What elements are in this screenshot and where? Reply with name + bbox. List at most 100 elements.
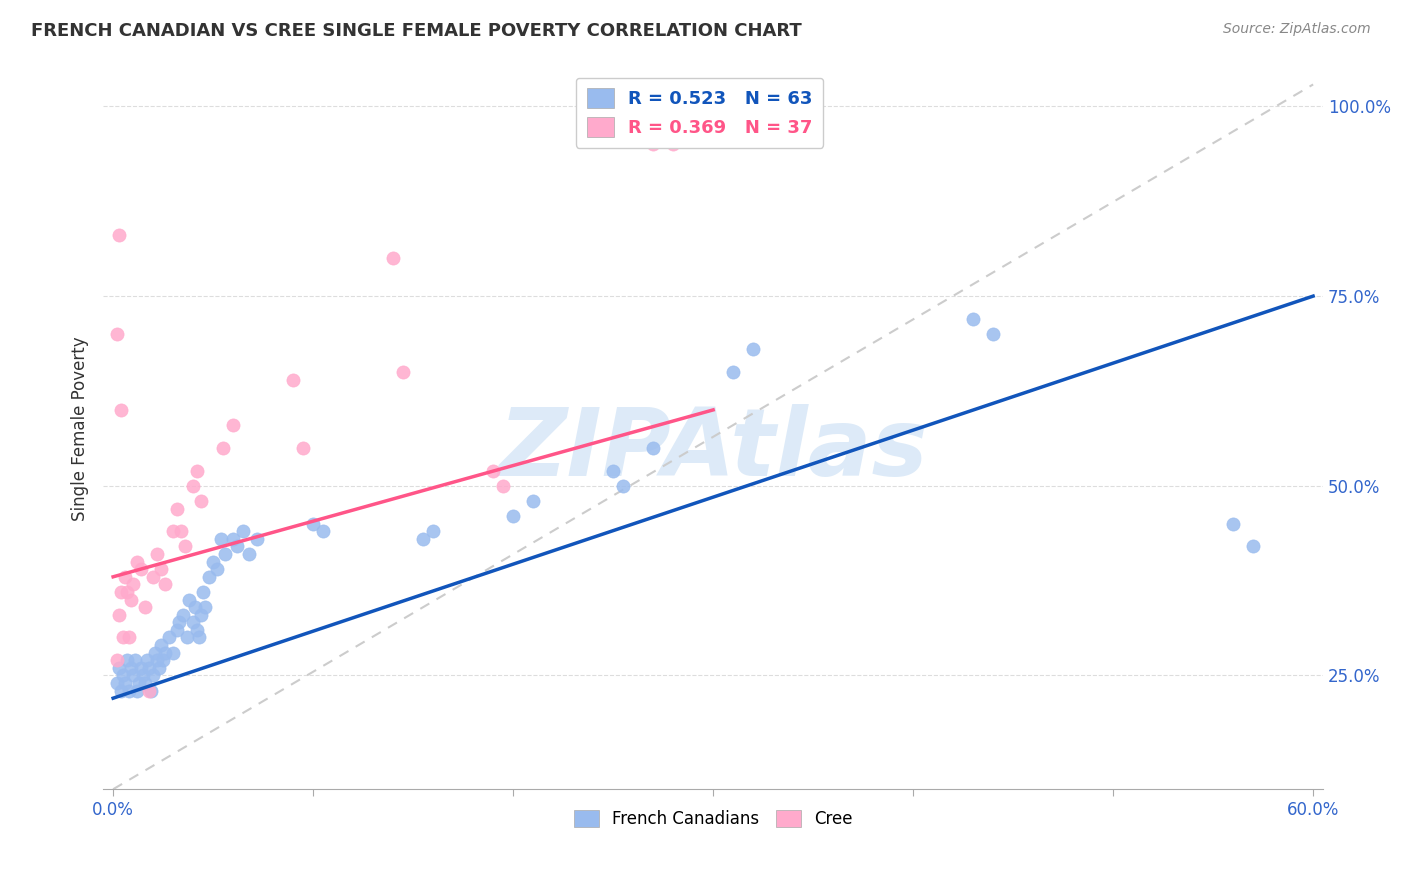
Point (112, 631, 135, 645)
Point (134, 676, 156, 690)
Point (142, 570, 165, 584)
Point (981, 326, 1004, 341)
Point (114, 676, 136, 690)
Point (702, 813, 724, 827)
Point (108, 661, 131, 675)
Point (226, 540, 249, 554)
Point (105, 676, 128, 690)
Point (205, 562, 228, 576)
Point (105, 653, 128, 667)
Point (191, 585, 214, 599)
Point (122, 577, 145, 591)
Point (153, 577, 176, 591)
Point (105, 326, 128, 341)
Point (502, 509, 524, 524)
Point (662, 137, 685, 152)
Point (122, 668, 145, 682)
Point (170, 524, 193, 539)
Point (136, 653, 159, 667)
Point (146, 547, 169, 561)
Point (181, 479, 204, 493)
Point (112, 668, 135, 682)
Point (190, 494, 212, 508)
Point (721, 365, 744, 379)
Point (188, 631, 211, 645)
Point (138, 683, 160, 698)
Point (166, 501, 188, 516)
Point (134, 600, 156, 615)
Point (292, 441, 315, 455)
Point (120, 592, 142, 607)
Point (127, 555, 149, 569)
Point (184, 600, 207, 615)
Point (612, 479, 634, 493)
Point (482, 464, 505, 478)
Text: FRENCH CANADIAN VS CREE SINGLE FEMALE POVERTY CORRELATION CHART: FRENCH CANADIAN VS CREE SINGLE FEMALE PO… (31, 22, 801, 40)
Point (108, 228, 131, 243)
Point (142, 668, 165, 682)
Point (148, 661, 170, 675)
Point (118, 683, 141, 698)
Point (214, 547, 236, 561)
Point (422, 524, 444, 539)
Text: Source: ZipAtlas.com: Source: ZipAtlas.com (1223, 22, 1371, 37)
Point (186, 623, 208, 637)
Point (643, 137, 665, 152)
Point (124, 653, 146, 667)
Point (186, 464, 208, 478)
Point (153, 646, 176, 660)
Point (246, 532, 269, 546)
Point (143, 646, 166, 660)
Point (212, 441, 235, 455)
Text: ZIPAtlas: ZIPAtlas (498, 404, 928, 497)
Point (162, 646, 184, 660)
Point (129, 562, 152, 576)
Point (190, 607, 212, 622)
Point (138, 661, 160, 675)
Point (139, 683, 162, 698)
Point (157, 631, 180, 645)
Point (222, 418, 245, 433)
Point (174, 540, 197, 554)
Point (194, 600, 217, 615)
Point (412, 532, 434, 546)
Point (492, 479, 515, 493)
Point (1241, 540, 1264, 554)
Point (128, 676, 150, 690)
Point (281, 373, 304, 387)
Point (118, 631, 141, 645)
Point (150, 562, 173, 576)
Point (198, 570, 221, 584)
Point (238, 547, 260, 561)
Point (127, 683, 149, 698)
Point (302, 516, 325, 531)
Point (110, 585, 132, 599)
Point (312, 524, 335, 539)
Point (132, 668, 155, 682)
Point (172, 607, 194, 622)
Point (176, 631, 198, 645)
Point (179, 592, 201, 607)
Point (222, 532, 245, 546)
Y-axis label: Single Female Poverty: Single Female Poverty (72, 336, 89, 521)
Point (129, 661, 152, 675)
Point (392, 365, 415, 379)
Point (162, 524, 184, 539)
Point (202, 555, 225, 569)
Point (167, 615, 190, 630)
Point (382, 251, 405, 265)
Point (115, 653, 138, 667)
Point (166, 623, 188, 637)
Point (742, 342, 765, 356)
Point (181, 615, 204, 630)
Point (522, 494, 544, 508)
Point (108, 607, 131, 622)
Point (602, 464, 624, 478)
Point (152, 653, 174, 667)
Point (114, 570, 136, 584)
Point (110, 683, 132, 698)
Point (962, 311, 984, 326)
Point (150, 638, 173, 652)
Point (1222, 516, 1244, 531)
Point (232, 524, 254, 539)
